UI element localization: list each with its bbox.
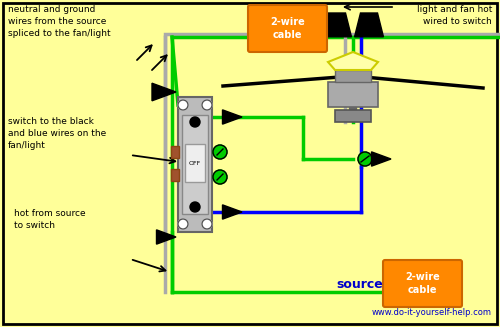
Text: 2-wire
cable: 2-wire cable bbox=[405, 272, 440, 295]
FancyBboxPatch shape bbox=[248, 5, 327, 52]
Bar bbox=[171, 169, 179, 181]
Circle shape bbox=[202, 100, 212, 110]
Bar bbox=[178, 97, 212, 232]
Text: hot from source
to switch: hot from source to switch bbox=[14, 209, 86, 230]
Bar bbox=[185, 144, 205, 182]
Circle shape bbox=[358, 152, 372, 166]
Polygon shape bbox=[354, 13, 384, 37]
Polygon shape bbox=[222, 205, 242, 219]
Bar bbox=[182, 115, 208, 214]
Text: light and fan hot
wired to switch: light and fan hot wired to switch bbox=[416, 5, 492, 26]
Bar bbox=[328, 82, 378, 107]
Polygon shape bbox=[156, 230, 176, 244]
Polygon shape bbox=[152, 83, 176, 101]
Polygon shape bbox=[222, 110, 242, 124]
Bar bbox=[335, 110, 371, 122]
Circle shape bbox=[190, 202, 200, 212]
FancyBboxPatch shape bbox=[383, 260, 462, 307]
Polygon shape bbox=[372, 152, 391, 166]
Text: 2-wire
cable: 2-wire cable bbox=[270, 17, 305, 40]
Circle shape bbox=[213, 170, 227, 184]
Circle shape bbox=[213, 145, 227, 159]
Text: www.do-it-yourself-help.com: www.do-it-yourself-help.com bbox=[372, 308, 492, 317]
Circle shape bbox=[178, 100, 188, 110]
Polygon shape bbox=[328, 52, 378, 70]
Circle shape bbox=[178, 219, 188, 229]
Text: source: source bbox=[336, 278, 384, 290]
Bar bbox=[171, 146, 179, 158]
Circle shape bbox=[202, 219, 212, 229]
Text: OFF: OFF bbox=[189, 161, 201, 166]
Bar bbox=[335, 70, 371, 82]
Circle shape bbox=[190, 117, 200, 127]
Polygon shape bbox=[322, 13, 352, 37]
Text: switch to the black
and blue wires on the
fan/light: switch to the black and blue wires on th… bbox=[8, 117, 106, 149]
Text: neutral and ground
wires from the source
spliced to the fan/light: neutral and ground wires from the source… bbox=[8, 5, 111, 38]
